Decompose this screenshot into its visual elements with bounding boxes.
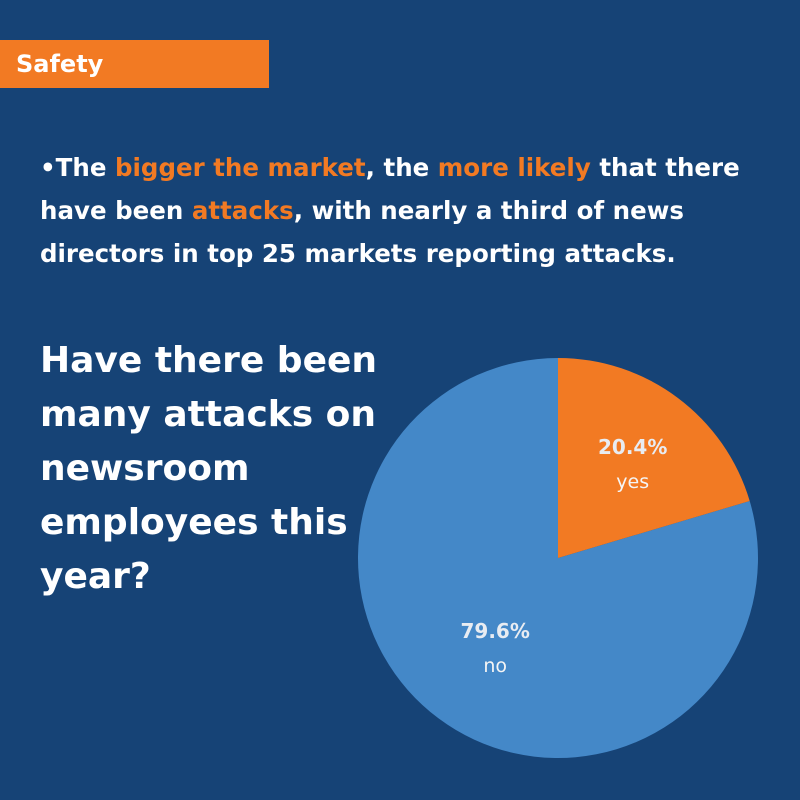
- bullet-seg-1: bigger the market: [114, 153, 366, 182]
- pie-value-yes: 20.4%: [598, 435, 667, 459]
- bullet-seg-0: The: [55, 153, 115, 182]
- bullet-seg-4: that there have been: [40, 153, 740, 225]
- section-tag-label: Safety: [16, 50, 104, 78]
- summary-bullet: •The bigger the market, the more likely …: [40, 146, 780, 275]
- bullet-seg-2: , the: [365, 153, 438, 182]
- bullet-seg-3: more likely: [437, 153, 591, 182]
- pie-slice-no: [357, 358, 758, 758]
- pie-value-no: 79.6%: [461, 619, 530, 643]
- bullet-marker: •: [40, 153, 56, 182]
- bullet-seg-5: attacks: [191, 196, 294, 225]
- pie-label-yes: yes: [616, 471, 649, 493]
- section-tag: Safety: [0, 40, 269, 88]
- pie-label-no: no: [483, 655, 507, 677]
- pie-slice-yes: [558, 358, 750, 558]
- bullet-seg-6: , with nearly a third of news directors …: [40, 196, 684, 268]
- chart-title: Have there been many attacks on newsroom…: [40, 340, 378, 597]
